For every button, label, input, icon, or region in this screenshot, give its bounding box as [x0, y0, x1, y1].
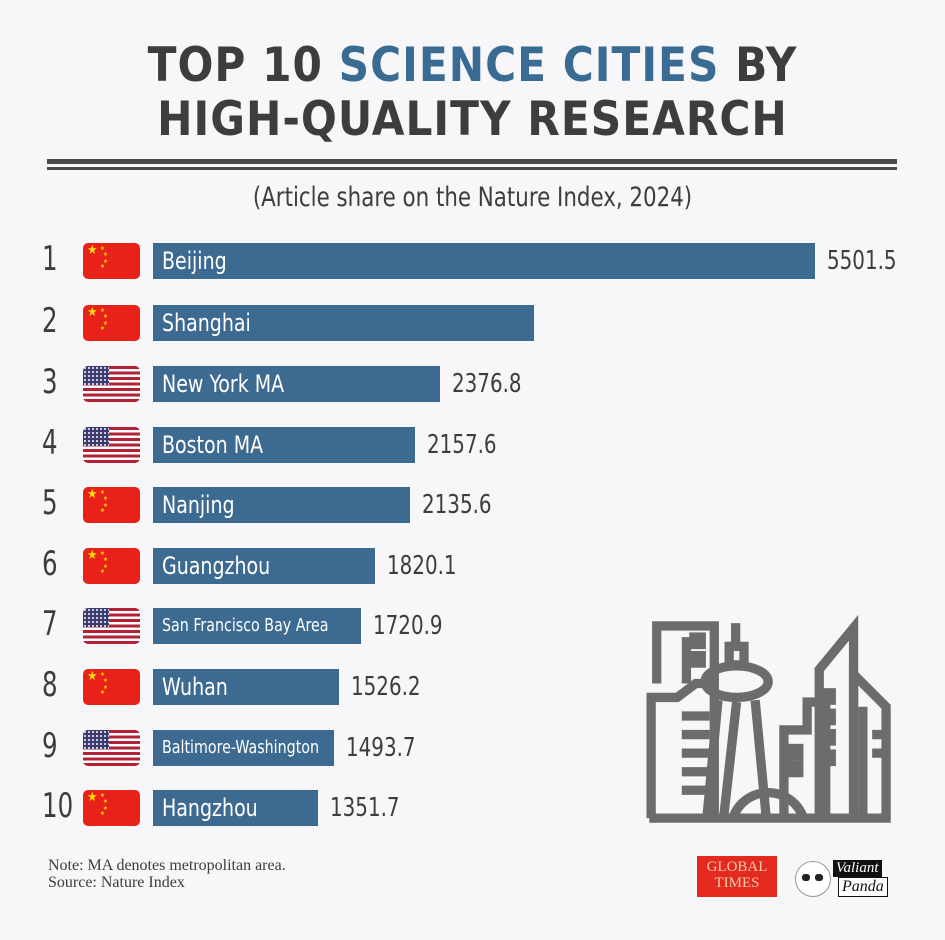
title-line-2: HIGH-QUALITY RESEARCH	[157, 92, 788, 147]
china-flag-icon: ★ ★ ★ ★ ★	[83, 243, 140, 279]
city-label: Nanjing	[162, 491, 235, 519]
city-skyline-icon	[646, 614, 891, 823]
value-label: 2157.6	[427, 430, 497, 460]
us-flag-icon	[83, 366, 140, 402]
china-flag-icon: ★ ★ ★ ★ ★	[83, 487, 140, 523]
city-label: Shanghai	[162, 309, 251, 337]
rank-number: 9	[42, 726, 58, 766]
logo-line-1: GLOBAL	[706, 859, 768, 875]
bar: Hangzhou	[153, 790, 318, 826]
panda-face-icon	[795, 861, 831, 897]
rank-number: 7	[42, 604, 58, 644]
china-flag-icon: ★ ★ ★ ★ ★	[83, 305, 140, 341]
note-text: Note: MA denotes metropolitan area.	[48, 857, 286, 874]
chart-row: 6 ★ ★ ★ ★ ★ Guangzhou 1820.1	[0, 544, 945, 584]
bar: Nanjing	[153, 487, 410, 523]
bar: New York MA	[153, 366, 440, 402]
city-label: Beijing	[162, 247, 227, 275]
source-text: Source: Nature Index	[48, 874, 185, 891]
chart-row: 8 ★ ★ ★ ★ ★ Wuhan 1526.2	[0, 665, 945, 705]
rank-number: 2	[42, 301, 58, 341]
rank-number: 8	[42, 665, 58, 705]
us-flag-icon	[83, 608, 140, 644]
value-label: 1526.2	[351, 672, 421, 702]
chart-row: 4 Boston MA 2157.6	[0, 423, 945, 463]
subtitle: (Article share on the Nature Index, 2024…	[252, 182, 693, 213]
china-flag-icon: ★ ★ ★ ★ ★	[83, 548, 140, 584]
global-times-logo: GLOBAL TIMES	[697, 856, 777, 897]
city-label: San Francisco Bay Area	[162, 615, 329, 636]
chart-row: 9 Baltimore-Washington 1493.7	[0, 726, 945, 766]
title-suffix: BY	[719, 38, 798, 93]
value-label: 5501.5	[827, 246, 897, 276]
bar: Shanghai	[153, 305, 534, 341]
chart-row: 5 ★ ★ ★ ★ ★ Nanjing 2135.6	[0, 483, 945, 523]
value-label: 1720.9	[373, 611, 443, 641]
city-label: Guangzhou	[162, 552, 271, 580]
city-label: Hangzhou	[162, 794, 258, 822]
logo-line-2: TIMES	[714, 875, 760, 891]
rank-number: 1	[42, 239, 58, 279]
title-highlight: SCIENCE CITIES	[338, 38, 720, 93]
divider-thick	[47, 159, 897, 164]
logo-panda: Panda	[838, 877, 888, 897]
bar: Wuhan	[153, 669, 339, 705]
chart-row: 3 New York MA 2376.8	[0, 362, 945, 402]
chart-row: 2 ★ ★ ★ ★ ★ Shanghai	[0, 301, 945, 341]
chart-row: 10 ★ ★ ★ ★ ★ Hangzhou 1351.7	[0, 786, 945, 826]
city-label: Wuhan	[162, 673, 228, 701]
valiant-panda-logo: Valiant Panda	[795, 857, 899, 899]
bar: Beijing	[153, 243, 815, 279]
city-label: Boston MA	[162, 431, 264, 459]
china-flag-icon: ★ ★ ★ ★ ★	[83, 790, 140, 826]
logo-valiant: Valiant	[833, 860, 882, 877]
value-label: 2135.6	[422, 490, 492, 520]
bar: San Francisco Bay Area	[153, 608, 361, 644]
divider-thin	[47, 167, 897, 170]
value-label: 2376.8	[452, 369, 522, 399]
chart-row: 1 ★ ★ ★ ★ ★ Beijing 5501.5	[0, 239, 945, 279]
bar: Boston MA	[153, 427, 415, 463]
value-label: 1820.1	[387, 551, 457, 581]
us-flag-icon	[83, 730, 140, 766]
rank-number: 6	[42, 544, 58, 584]
title-line-1: TOP 10 SCIENCE CITIES BY	[0, 38, 945, 94]
rank-number: 5	[42, 483, 58, 523]
chart-row: 7 San Francisco Bay Area 1720.9	[0, 604, 945, 644]
us-flag-icon	[83, 427, 140, 463]
china-flag-icon: ★ ★ ★ ★ ★	[83, 669, 140, 705]
value-label: 1493.7	[346, 733, 416, 763]
city-label: Baltimore-Washington	[162, 737, 320, 758]
value-label: 1351.7	[330, 793, 400, 823]
rank-number: 4	[42, 423, 58, 463]
city-label: New York MA	[162, 370, 285, 398]
rank-number: 3	[42, 362, 58, 402]
bar: Baltimore-Washington	[153, 730, 334, 766]
bar: Guangzhou	[153, 548, 375, 584]
rank-number: 10	[42, 786, 74, 826]
footer-note: Note: MA denotes metropolitan area. Sour…	[48, 857, 286, 891]
title-prefix: TOP 10	[147, 38, 339, 93]
